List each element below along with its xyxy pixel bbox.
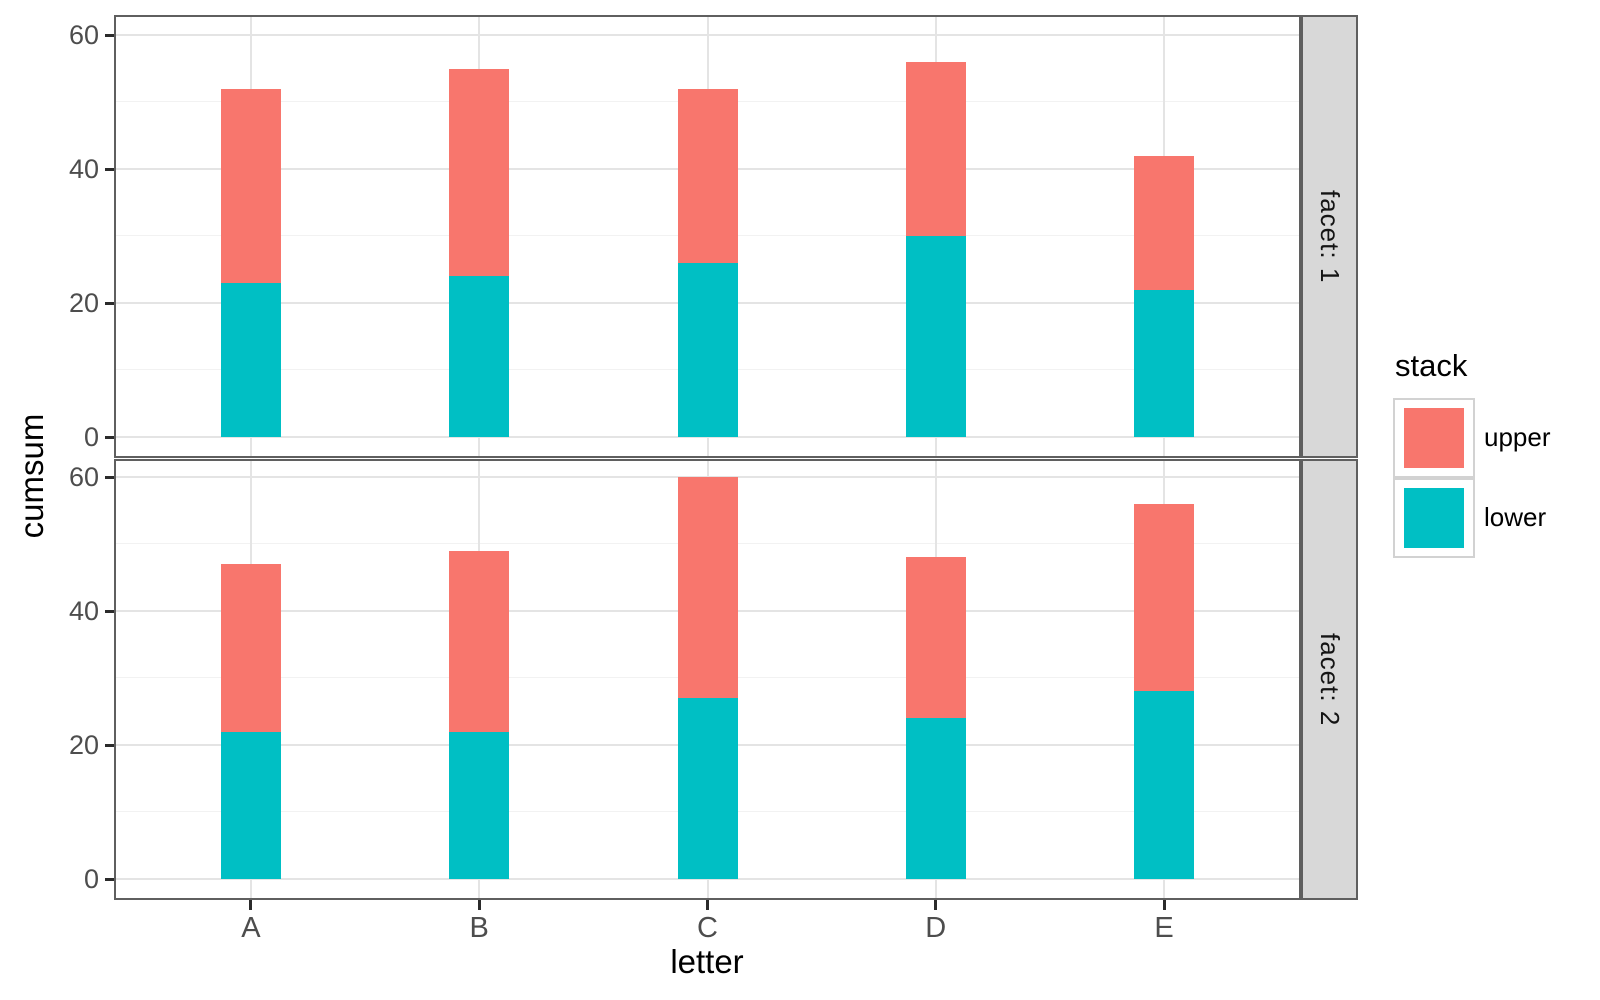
facet-strip-2: facet: 2: [1301, 459, 1358, 900]
bar-segment-facet1-E-upper: [1134, 155, 1195, 290]
y-tick-label: 40: [68, 595, 99, 626]
bar-segment-facet2-E-lower: [1134, 691, 1195, 879]
legend-title: stack: [1395, 348, 1468, 383]
x-axis-tick: [249, 900, 253, 910]
bar-segment-facet2-B-upper: [449, 550, 510, 732]
bar-segment-facet2-C-upper: [677, 477, 738, 699]
bar-segment-facet1-D-lower: [905, 236, 966, 437]
x-axis-title: letter: [670, 943, 744, 980]
facet-strip-1: facet: 1: [1301, 15, 1358, 458]
x-axis-tick: [934, 900, 938, 910]
bar-segment-facet1-A-upper: [220, 88, 281, 283]
x-axis-tick: [706, 900, 709, 910]
bar-segment-facet1-C-lower: [677, 262, 738, 437]
facet-strip-label: facet: 2: [1315, 632, 1345, 727]
y-tick-label: 20: [68, 729, 99, 760]
bar-segment-facet2-B-lower: [449, 731, 510, 879]
legend-key-upper: [1393, 398, 1475, 478]
lower-color-swatch: [1404, 488, 1464, 548]
y-axis-tick: [105, 743, 114, 747]
y-axis-tick: [105, 33, 114, 37]
y-tick-label: 40: [68, 153, 99, 184]
facet-panel-1: [114, 15, 1301, 458]
bar-segment-facet2-D-lower: [905, 718, 966, 879]
upper-color-swatch: [1404, 408, 1464, 468]
legend-label-lower: lower: [1484, 502, 1547, 532]
bar-segment-facet1-E-lower: [1134, 289, 1195, 437]
bar-segment-facet1-D-upper: [905, 61, 966, 236]
bar-segment-facet2-A-lower: [220, 731, 281, 879]
facet-panel-2: [114, 459, 1301, 900]
x-tick-label: D: [925, 912, 947, 944]
y-axis-tick: [105, 475, 114, 479]
bar-segment-facet2-A-upper: [220, 564, 281, 732]
y-axis-tick: [105, 167, 114, 171]
y-axis-tick: [105, 609, 114, 613]
x-tick-label: C: [697, 912, 718, 944]
bar-segment-facet1-B-upper: [449, 68, 510, 277]
legend-key-lower: [1393, 478, 1475, 558]
y-tick-label: 20: [68, 287, 99, 318]
bar-segment-facet2-C-lower: [677, 698, 738, 879]
bar-segment-facet1-A-lower: [220, 282, 281, 437]
x-tick-label: A: [241, 912, 261, 944]
legend-label-upper: upper: [1484, 422, 1551, 452]
x-tick-label: B: [469, 912, 489, 944]
bar-segment-facet1-C-upper: [677, 88, 738, 263]
y-tick-label: 60: [68, 19, 99, 50]
y-axis-tick: [105, 301, 114, 305]
bar-segment-facet1-B-lower: [449, 276, 510, 437]
x-tick-label: E: [1154, 912, 1174, 944]
facet-strip-label: facet: 1: [1315, 189, 1345, 284]
x-axis-tick: [1162, 900, 1166, 910]
x-axis-tick: [477, 900, 481, 910]
y-axis-tick: [105, 435, 114, 439]
y-tick-label: 0: [83, 863, 99, 894]
bar-segment-facet2-D-upper: [905, 557, 966, 719]
y-tick-label: 60: [68, 461, 99, 492]
bar-segment-facet2-E-upper: [1134, 503, 1195, 692]
y-axis-tick: [105, 877, 114, 881]
y-tick-label: 0: [83, 421, 99, 452]
